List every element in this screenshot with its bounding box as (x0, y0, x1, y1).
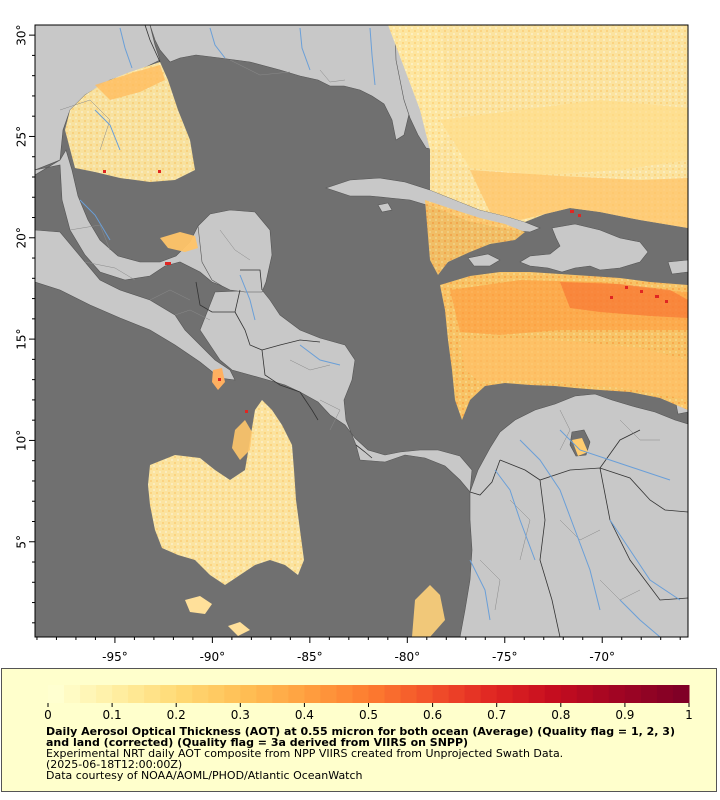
y-tick-label: 15° (15, 328, 29, 349)
colorbar-tick-label: 0.9 (615, 708, 634, 722)
legend-title: Daily Aerosol Optical Thickness (AOT) at… (46, 725, 675, 749)
colorbar-segment (496, 685, 514, 703)
colorbar-segment (272, 685, 289, 703)
colorbar-tick-label: 0.3 (231, 708, 250, 722)
land-yucatan (197, 209, 273, 293)
x-tick-label: -75° (492, 650, 518, 664)
colorbar-segment (656, 685, 674, 703)
land-puerto-rico (667, 259, 688, 275)
x-tick-label: -90° (200, 650, 226, 664)
legend-date-line: (2025-06-18T12:00:00Z) (46, 758, 183, 771)
colorbar-segment (560, 685, 578, 703)
colorbar-segment (464, 685, 482, 703)
y-tick-label: 25° (15, 126, 29, 147)
land-central-america (199, 289, 473, 493)
colorbar-segment (208, 685, 225, 703)
admin-boundaries (59, 59, 660, 611)
colorbar-tick-label: 0.4 (295, 708, 314, 722)
y-tick-label: 30° (15, 24, 29, 45)
colorbar-segment (320, 685, 337, 703)
colorbar-segment (256, 685, 273, 703)
colorbar-segment (112, 685, 129, 703)
land-south-america (459, 393, 688, 637)
colorbar-tick-label: 1 (685, 708, 693, 722)
colorbar-segment (176, 685, 193, 703)
colorbar-segment (352, 685, 369, 703)
colorbar-segment (224, 685, 241, 703)
legend-credit-line: Data courtesy of NOAA/AOML/PHOD/Atlantic… (46, 769, 363, 782)
colorbar-segment (512, 685, 530, 703)
land-jamaica (467, 253, 501, 267)
aot-high-specks (103, 170, 668, 413)
colorbar-tick-label: 0.5 (359, 708, 378, 722)
land-usa (35, 25, 411, 141)
colorbar-segment (576, 685, 594, 703)
colorbar-tick-label: 0.6 (423, 708, 442, 722)
colorbar-segment (432, 685, 450, 703)
country-borders (144, 25, 688, 637)
land-mexico-pacific (35, 229, 236, 381)
colorbar-segment (80, 685, 97, 703)
map-frame (34, 24, 689, 638)
colorbar-segment (48, 685, 65, 703)
colorbar-tick-label: 0.8 (551, 708, 570, 722)
colorbar: 0 0.1 0.2 0.3 0.4 0.5 0.6 0.7 0.8 0.9 1 (44, 685, 693, 722)
colorbar-segment (416, 685, 434, 703)
aot-coverage (65, 25, 688, 637)
x-tick-label: -70° (589, 650, 615, 664)
colorbar-segment (624, 685, 642, 703)
aot-pacific-patch (148, 400, 304, 585)
y-tick-label: 10° (15, 430, 29, 451)
x-tick-label: -95° (102, 650, 128, 664)
colorbar-tick-label: 0 (44, 708, 52, 722)
colorbar-segment (96, 685, 113, 703)
colorbar-segment (672, 685, 690, 703)
colorbar-segment (528, 685, 546, 703)
colorbar-segment (608, 685, 626, 703)
colorbar-segment (400, 685, 418, 703)
aot-gulf-swath (65, 62, 195, 182)
x-tick-label: -80° (395, 650, 421, 664)
colorbar-segment (192, 685, 209, 703)
colorbar-segment (336, 685, 353, 703)
y-tick-label: 5° (15, 535, 29, 549)
y-tick-label: 20° (15, 227, 29, 248)
colorbar-segment (384, 685, 402, 703)
aot-map: -95° -90° -85° -80° -75° -70° 30° 25° 20° 15° 10° 5… (15, 24, 689, 664)
legend-panel: 0 0.1 0.2 0.3 0.4 0.5 0.6 0.7 0.8 0.9 1 (1, 668, 717, 792)
colorbar-segment (304, 685, 321, 703)
colorbar-segment (448, 685, 466, 703)
colorbar-segment (480, 685, 498, 703)
x-tick-label: -85° (297, 650, 323, 664)
land-hispaniola (519, 223, 649, 273)
rivers (79, 27, 681, 637)
colorbar-segment (288, 685, 305, 703)
axis-ticks: -95° -90° -85° -80° -75° -70° 30° 25° 20° 15° 10° 5… (15, 24, 681, 664)
colorbar-segment (592, 685, 610, 703)
colorbar-segment (64, 685, 81, 703)
legend-caption: Daily Aerosol Optical Thickness (AOT) at… (46, 726, 686, 781)
colorbar-segment (128, 685, 145, 703)
colorbar-segment (240, 685, 257, 703)
colorbar-segment (144, 685, 161, 703)
colorbar-segment (160, 685, 177, 703)
colorbar-segment (544, 685, 562, 703)
colorbar-tick-label: 0.7 (487, 708, 506, 722)
colorbar-tick-label: 0.2 (167, 708, 186, 722)
colorbar-tick-label: 0.1 (103, 708, 122, 722)
colorbar-segment (368, 685, 386, 703)
colorbar-segment (640, 685, 658, 703)
legend-source-line: Experimental NRT daily AOT composite fro… (46, 747, 564, 760)
